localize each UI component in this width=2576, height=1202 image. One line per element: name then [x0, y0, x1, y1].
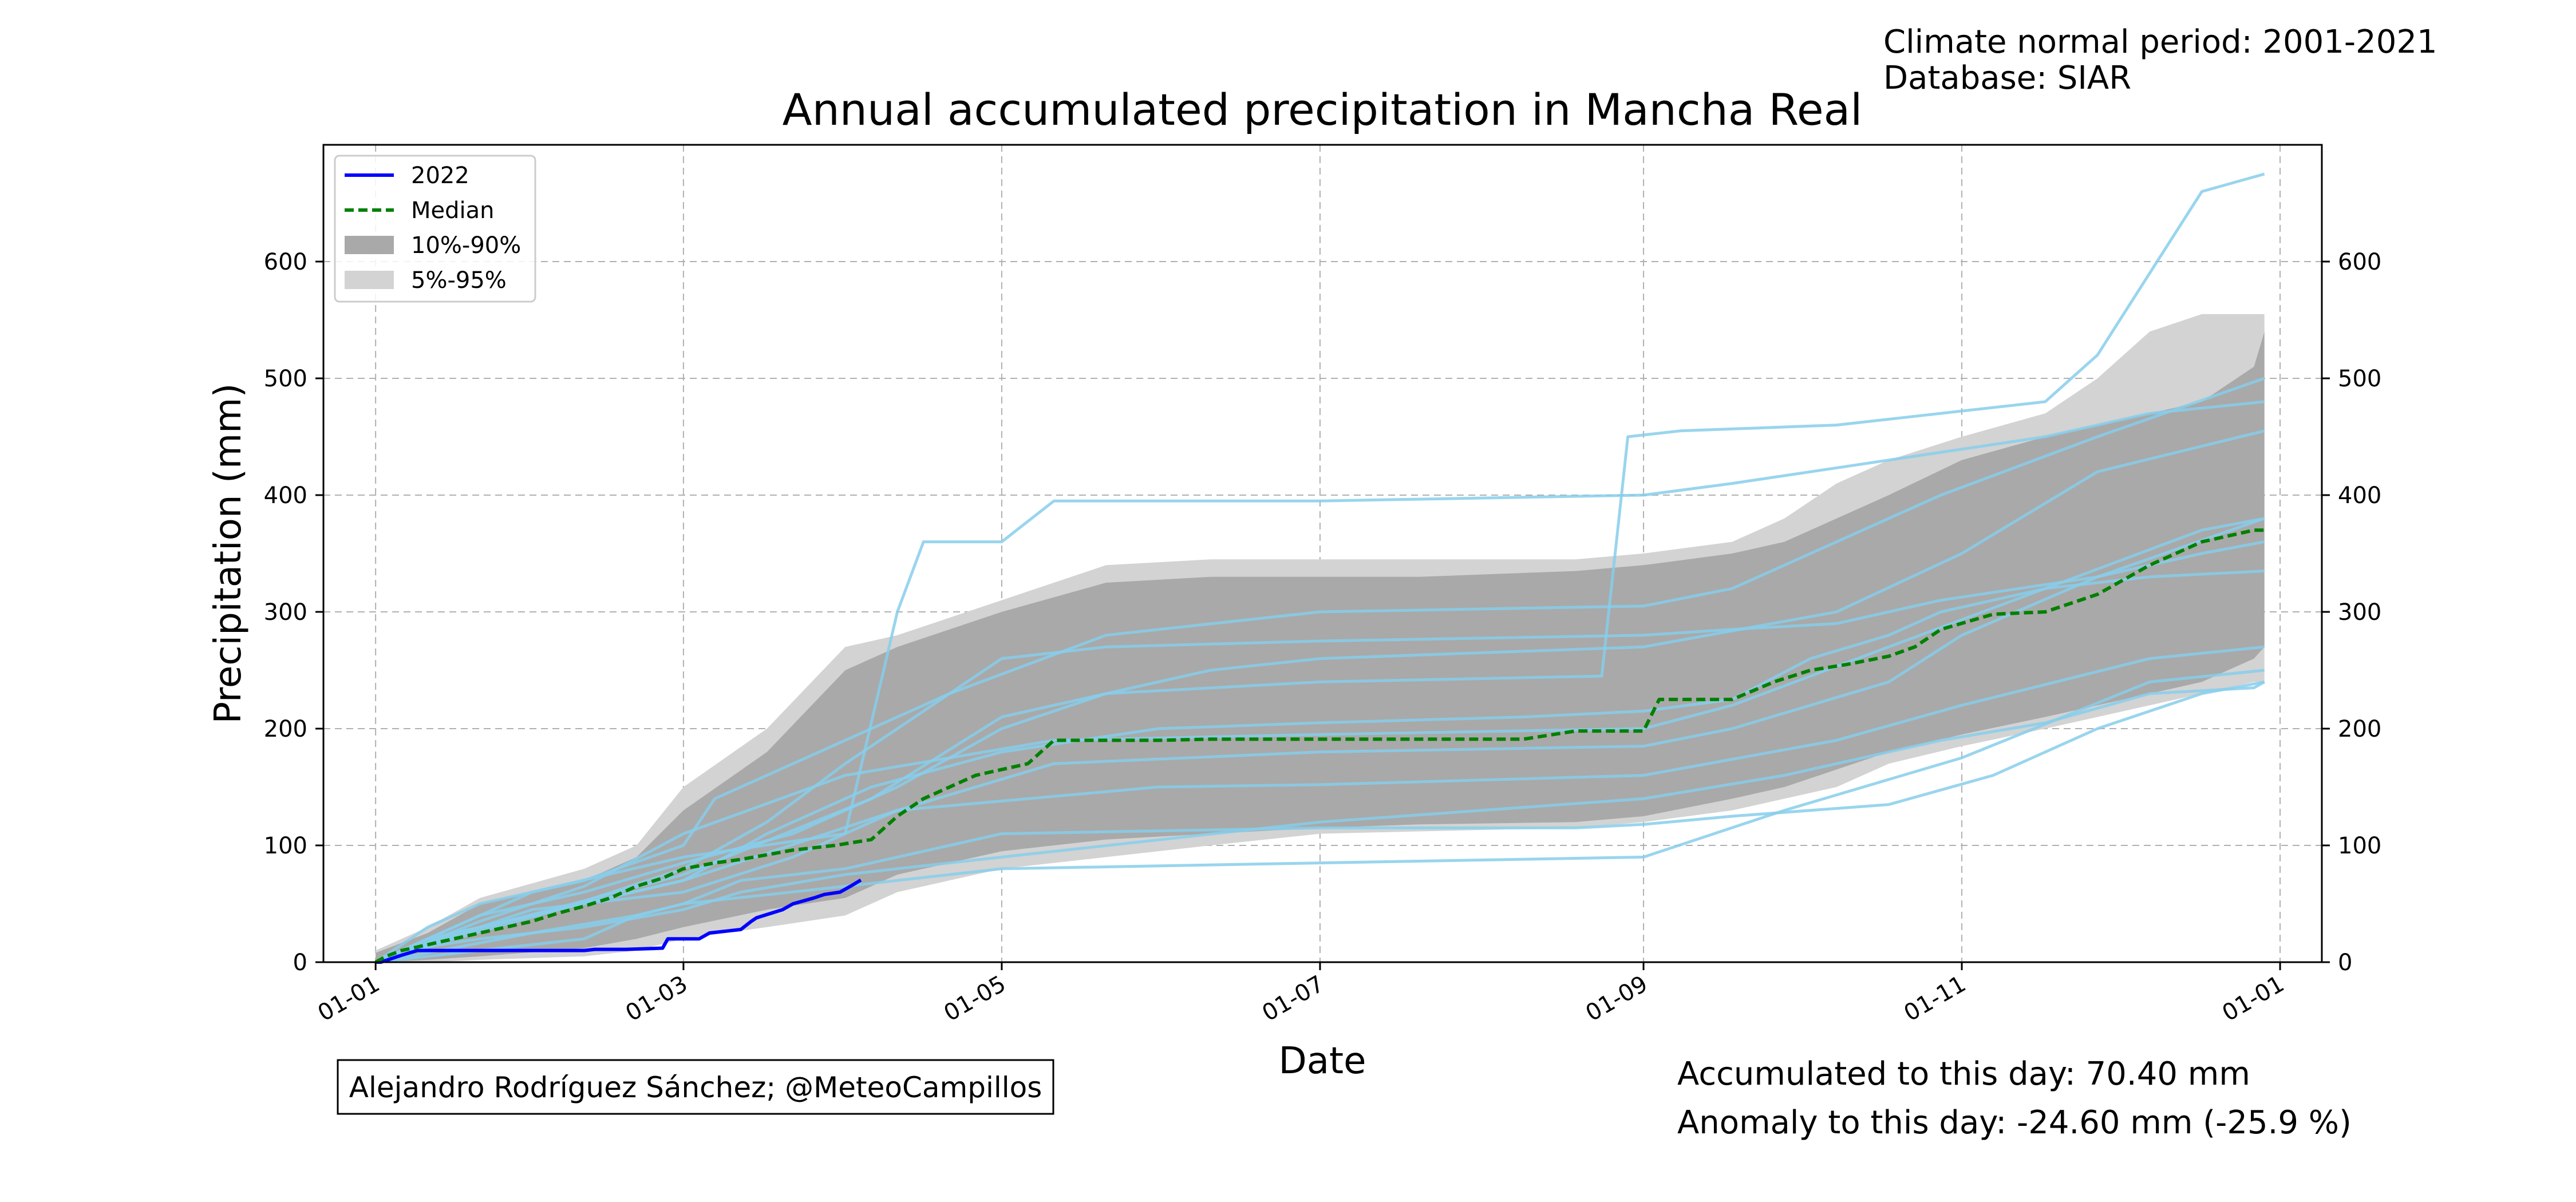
y-axis-label: Precipitation (mm)	[207, 383, 250, 724]
x-tick-label: 01-01	[2218, 971, 2289, 1027]
climate-period-text: Climate normal period: 2001-2021	[1883, 23, 2437, 61]
series-line-median	[374, 528, 2265, 964]
credit-text: Alejandro Rodríguez Sánchez; @MeteoCampi…	[349, 1071, 1042, 1104]
x-tick-label: 01-01	[313, 971, 384, 1027]
y-tick-label-right: 0	[2338, 950, 2352, 976]
x-tick-label: 01-09	[1581, 971, 1652, 1027]
plot-frame	[322, 144, 2323, 963]
x-tick-label: 01-11	[1899, 971, 1970, 1027]
legend-label: 5%-95%	[411, 267, 507, 294]
y-tick-label-right: 600	[2338, 249, 2381, 275]
y-tick-label: 200	[264, 716, 307, 742]
x-tick-label: 01-07	[1258, 971, 1329, 1027]
historical-year-line	[375, 429, 2265, 964]
y-tick-label-right: 200	[2338, 716, 2381, 742]
y-tick-label-right: 300	[2338, 599, 2381, 626]
historical-year-line	[375, 172, 2265, 964]
x-tick-label: 01-03	[621, 971, 692, 1027]
legend-swatch	[345, 271, 394, 289]
y-tick-label: 600	[264, 249, 307, 275]
y-tick-label: 400	[264, 483, 307, 509]
legend-label: 10%-90%	[411, 232, 521, 259]
x-tick-label: 01-05	[939, 971, 1010, 1027]
anomaly-text: Anomaly to this day: -24.60 mm (-25.9 %)	[1677, 1104, 2352, 1141]
legend-label: Median	[411, 197, 495, 224]
legend-box	[334, 155, 536, 303]
band-10-90	[376, 331, 2265, 962]
legend-swatch	[345, 236, 394, 254]
historical-year-line	[375, 669, 2265, 964]
historical-year-line	[375, 517, 2265, 964]
y-tick-label-right: 500	[2338, 366, 2381, 392]
y-tick-label-right: 100	[2338, 833, 2381, 859]
percentile-bands	[376, 314, 2265, 962]
y-tick-label: 500	[264, 366, 307, 392]
historical-year-lines	[374, 172, 2265, 964]
legend: 2022 Median 10%-90% 5%-95%	[334, 155, 536, 303]
credit-box	[337, 1059, 1054, 1115]
highlighted-series	[374, 528, 2265, 964]
historical-year-line	[375, 400, 2265, 964]
y-tick-label: 0	[293, 950, 307, 976]
chart-title: Annual accumulated precipitation in Manc…	[783, 84, 1863, 135]
x-axis-label: Date	[1279, 1040, 1366, 1082]
legend-label: 2022	[411, 163, 469, 189]
y-tick-label-right: 400	[2338, 483, 2381, 509]
y-tick-label: 300	[264, 599, 307, 626]
y-tick-label: 100	[264, 833, 307, 859]
accumulated-text: Accumulated to this day: 70.40 mm	[1677, 1055, 2250, 1093]
series-line-2022	[376, 878, 862, 964]
historical-year-line	[375, 680, 2265, 964]
database-text: Database: SIAR	[1883, 60, 2131, 97]
historical-year-line	[375, 517, 2265, 964]
